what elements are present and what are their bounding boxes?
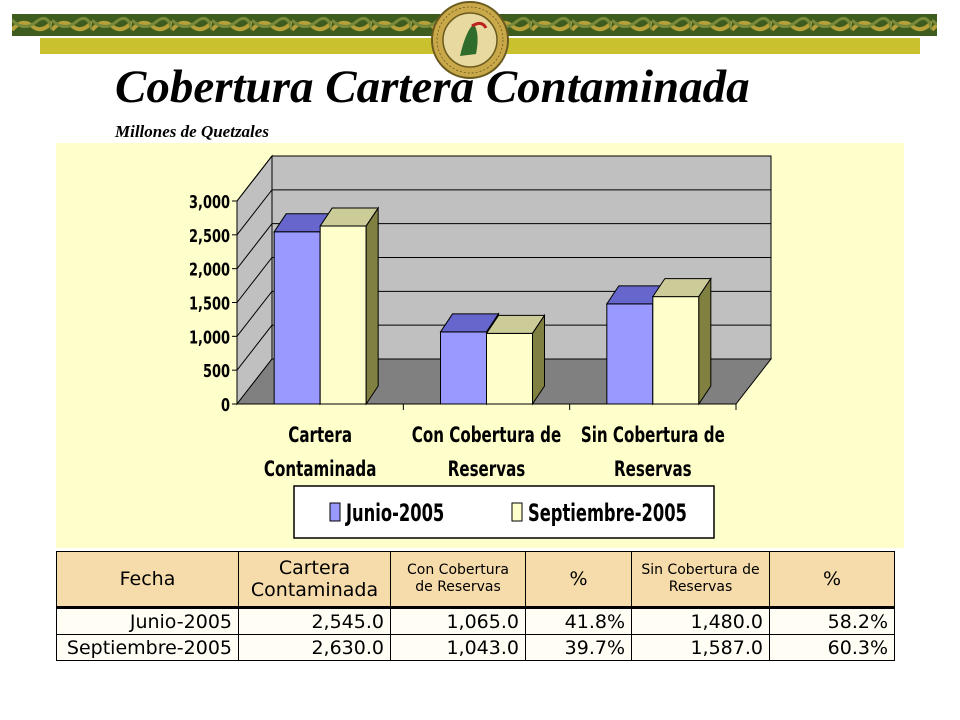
table-header-cell: % (525, 551, 632, 608)
table-cell: Junio-2005 (56, 606, 239, 635)
table-cell: 1,043.0 (390, 634, 526, 661)
table-cell: 41.8% (525, 606, 632, 635)
table-header-text: Cartera (278, 557, 351, 579)
table-header-row: Fecha Cartera Contaminada Con Cobertura de R… (56, 551, 895, 608)
table-header-cell: Cartera Contaminada (238, 551, 391, 608)
legend-swatch (329, 502, 341, 522)
legend-label: Junio-2005 (344, 499, 444, 527)
bar-side-face (532, 313, 545, 406)
chart-panel: 0 500 1,000 1,500 2,000 2,500 3,000 Cartera Cont… (56, 143, 904, 548)
bar (652, 296, 700, 405)
bar (440, 331, 487, 405)
table-header-text: Reservas (668, 579, 733, 595)
legend-label: Septiembre-2005 (528, 499, 687, 527)
table-header-cell: Sin Cobertura de Reservas (631, 551, 770, 608)
table-cell: Septiembre-2005 (56, 634, 239, 661)
y-tick-label: 2,500 (189, 225, 230, 247)
data-table: Fecha Cartera Contaminada Con Cobertura de R… (56, 551, 895, 661)
y-tick-label: 0 (221, 394, 230, 416)
table-header-text: % (569, 568, 588, 590)
y-tick-label: 1,500 (189, 292, 230, 314)
table-cell: 1,480.0 (631, 606, 770, 635)
gridline (236, 223, 771, 269)
table-header-text: de Reservas (415, 579, 501, 595)
table-header-cell: Con Cobertura de Reservas (390, 551, 526, 608)
y-tick-label: 2,000 (189, 258, 230, 280)
table-row: Septiembre-2005 2,630.0 1,043.0 39.7% 1,587.… (56, 634, 895, 661)
bar (319, 225, 367, 405)
gridline (236, 189, 771, 236)
x-category-label: Reservas (614, 458, 692, 482)
table-row: Junio-2005 2,545.0 1,065.0 41.8% 1,480.0 58.2… (56, 606, 895, 635)
page-title: Cobertura Cartera Contaminada (115, 61, 750, 113)
y-tick-label: 500 (203, 360, 230, 382)
bar-side-face (698, 276, 712, 406)
bar (486, 332, 533, 405)
table-cell: 2,545.0 (238, 606, 391, 635)
table-header-text: Contaminada (250, 579, 379, 601)
table-cell: 1,587.0 (631, 634, 770, 661)
gridline (236, 155, 771, 202)
bar (273, 231, 321, 405)
page-subtitle: Millones de Quetzales (115, 122, 269, 141)
x-category-label: Sin Cobertura de (581, 424, 725, 448)
table-header-cell: Fecha (56, 551, 239, 608)
table-header-text: Con Cobertura (407, 562, 509, 578)
x-category-label: Contaminada (264, 458, 377, 482)
y-tick-label: 1,000 (189, 326, 230, 348)
superintendencia-seal-logo (431, 1, 509, 79)
legend-box (293, 485, 715, 539)
gridline (236, 324, 771, 371)
bar (606, 303, 654, 405)
table-cell: 1,065.0 (390, 606, 526, 635)
y-tick-label: 3,000 (189, 191, 230, 213)
table-cell: 2,630.0 (238, 634, 391, 661)
gridline (236, 290, 771, 337)
table-body: Junio-2005 2,545.0 1,065.0 41.8% 1,480.0 58.2… (56, 606, 895, 661)
x-category-label: Cartera (288, 424, 352, 448)
legend-swatch (511, 502, 523, 522)
table-header-text: % (822, 568, 842, 590)
x-category-label: Reservas (448, 458, 526, 482)
table-cell: 39.7% (525, 634, 632, 661)
x-category-label: Con Cobertura de (412, 424, 561, 448)
gridline (236, 257, 771, 303)
table-header-text: Sin Cobertura de (641, 562, 760, 578)
table-cell: 58.2% (769, 606, 895, 635)
bar-chart: 0 500 1,000 1,500 2,000 2,500 3,000 Cartera Cont… (189, 154, 773, 539)
table-header-text: Fecha (119, 568, 176, 590)
bar-side-face (365, 206, 379, 406)
table-cell: 60.3% (769, 634, 895, 661)
table-header-cell: % (769, 551, 895, 608)
